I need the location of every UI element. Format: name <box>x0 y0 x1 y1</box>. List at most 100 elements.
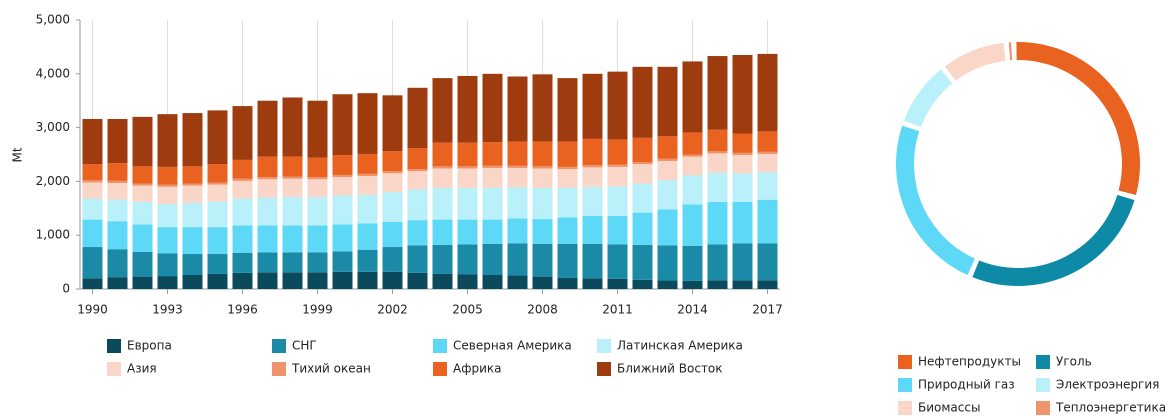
y-tick-label: 1,000 <box>36 228 70 242</box>
bar-segment <box>607 71 628 140</box>
y-axis-label: Mt <box>11 147 25 162</box>
bar-segment <box>282 178 303 198</box>
legend-swatch <box>272 362 286 376</box>
bar-segment <box>632 137 653 163</box>
bar-segment <box>682 280 703 289</box>
bar-segment <box>382 95 403 152</box>
bar-segment <box>707 56 728 130</box>
bar-segment <box>582 278 603 289</box>
bar-segment <box>507 218 528 244</box>
bar-segment <box>207 164 228 183</box>
bar-segment <box>757 53 778 132</box>
bar-segment <box>182 185 203 203</box>
bar-segment <box>232 178 253 181</box>
bar-segment <box>507 167 528 188</box>
y-tick-label: 5,000 <box>36 13 70 27</box>
x-tick-label: 1990 <box>77 303 108 317</box>
bar-segment <box>132 183 153 186</box>
legend-swatch <box>597 339 611 353</box>
bar-segment <box>432 142 453 167</box>
bar-segment <box>307 197 328 226</box>
bar-segment <box>757 199 778 244</box>
bar-segment <box>132 251 153 277</box>
bar-segment <box>357 194 378 224</box>
bar-segment <box>632 164 653 184</box>
bar-segment <box>107 221 128 250</box>
legend-swatch <box>597 362 611 376</box>
x-tick-label: 2011 <box>602 303 633 317</box>
legend-label: Азия <box>127 362 157 376</box>
bar-segment <box>582 138 603 166</box>
bar-segment <box>232 180 253 199</box>
bar-segment <box>457 274 478 289</box>
legend-label: Уголь <box>1056 355 1092 369</box>
bar-segment <box>732 243 753 281</box>
bar-segment <box>107 199 128 222</box>
bar-segment <box>257 272 278 289</box>
bar-segment <box>657 66 678 137</box>
legend-swatch <box>1036 355 1050 369</box>
legend-swatch <box>898 401 912 415</box>
bar-segment <box>107 180 128 184</box>
y-tick-label: 3,000 <box>36 120 70 134</box>
bar-segment <box>657 245 678 281</box>
bar-segment <box>157 186 178 204</box>
bar-segment <box>557 217 578 244</box>
bar-segment <box>107 249 128 278</box>
bar-segment <box>582 167 603 187</box>
bar-segment <box>282 176 303 179</box>
bar-segment <box>132 116 153 167</box>
bar-segment <box>507 243 528 276</box>
bar-segment <box>482 243 503 276</box>
bar-segment <box>332 177 353 196</box>
donut-slice <box>972 194 1135 286</box>
bar-segment <box>232 225 253 253</box>
bar-segment <box>607 278 628 289</box>
bar-segment <box>632 66 653 138</box>
bar-segment <box>632 279 653 289</box>
bar-segment <box>357 223 378 250</box>
bar-segment <box>332 224 353 252</box>
bar-segment <box>682 175 703 205</box>
bar-segment <box>82 182 103 199</box>
bar-segment <box>432 78 453 143</box>
legend-label: Природный газ <box>918 378 1015 392</box>
bar-segment <box>382 247 403 272</box>
bar-segment <box>532 74 553 142</box>
bar-segment <box>682 132 703 155</box>
bar-segment <box>282 225 303 253</box>
bar-segment <box>682 156 703 176</box>
bar-segment <box>82 180 103 183</box>
bar-segment <box>632 183 653 213</box>
bar-segment <box>757 151 778 154</box>
bar-segment <box>307 225 328 253</box>
bar-segment <box>507 187 528 219</box>
bar-segment <box>257 156 278 178</box>
bar-segment <box>107 183 128 200</box>
bar-segment <box>482 73 503 143</box>
legend-label: Нефтепродукты <box>918 355 1021 369</box>
bar-segment <box>482 142 503 166</box>
bar-segment <box>207 182 228 185</box>
bar-segment <box>532 168 553 188</box>
bar-segment <box>557 169 578 188</box>
bar-segment <box>557 243 578 278</box>
bar-segment <box>432 166 453 169</box>
bar-segment <box>232 252 253 273</box>
bar-segment <box>307 252 328 273</box>
bar-segment <box>132 201 153 225</box>
bar-segment <box>757 280 778 289</box>
bar-segment <box>357 176 378 195</box>
bar-segment <box>532 243 553 277</box>
bar-segment <box>307 177 328 180</box>
x-tick-label: 2008 <box>527 303 558 317</box>
bar-segment <box>332 174 353 178</box>
bar-segment <box>407 148 428 170</box>
bar-segment <box>657 209 678 246</box>
bar-segment <box>432 273 453 289</box>
bar-segment <box>332 251 353 272</box>
bar-segment <box>182 275 203 289</box>
bar-segment <box>357 93 378 154</box>
bar-segment <box>157 227 178 254</box>
